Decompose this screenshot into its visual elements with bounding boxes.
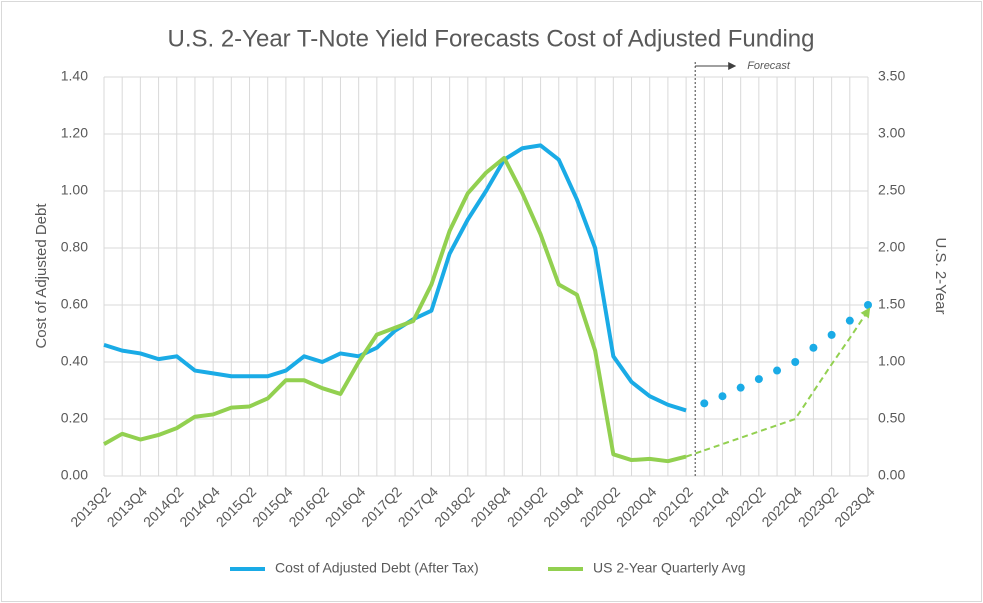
forecast-connector (685, 449, 705, 458)
forecast-dot (736, 383, 745, 392)
series-line (103, 155, 687, 464)
y2-tick-label: 2.00 (878, 239, 905, 255)
forecast-dot (773, 366, 782, 375)
y-tick-label: 0.80 (61, 239, 88, 255)
series-line (103, 143, 687, 413)
y2-tick-label: 1.00 (878, 353, 905, 369)
forecast-dot (791, 358, 800, 366)
forecast-dot (809, 343, 818, 352)
forecast-dot (827, 330, 836, 339)
forecast-dot (845, 316, 854, 325)
y2-tick-label: 1.50 (878, 296, 905, 312)
legend-label: US 2-Year Quarterly Avg (593, 560, 746, 576)
y-tick-label: 0.00 (61, 467, 88, 483)
legend-label: Cost of Adjusted Debt (After Tax) (275, 560, 479, 576)
y2-axis-title: U.S. 2-Year (932, 238, 949, 315)
y-axis-title: Cost of Adjusted Debt (33, 203, 50, 349)
y2-tick-label: 3.00 (878, 125, 905, 141)
forecast-dot (754, 375, 763, 384)
y2-tick-label: 0.00 (878, 467, 905, 483)
y-tick-label: 1.40 (61, 68, 88, 84)
forecast-label: Forecast (747, 60, 791, 72)
forecast-dot (718, 392, 727, 401)
y-tick-label: 0.60 (61, 296, 88, 312)
y-tick-label: 1.20 (61, 125, 88, 141)
forecast-dot (700, 399, 709, 408)
y-tick-label: 0.20 (61, 410, 88, 426)
y2-tick-label: 3.50 (878, 68, 905, 84)
y-tick-label: 0.40 (61, 353, 88, 369)
y2-tick-label: 0.50 (878, 410, 905, 426)
chart-title: U.S. 2-Year T-Note Yield Forecasts Cost … (167, 25, 814, 52)
y-tick-label: 1.00 (61, 182, 88, 198)
y2-tick-label: 2.50 (878, 182, 905, 198)
forecast-dot (864, 301, 872, 309)
